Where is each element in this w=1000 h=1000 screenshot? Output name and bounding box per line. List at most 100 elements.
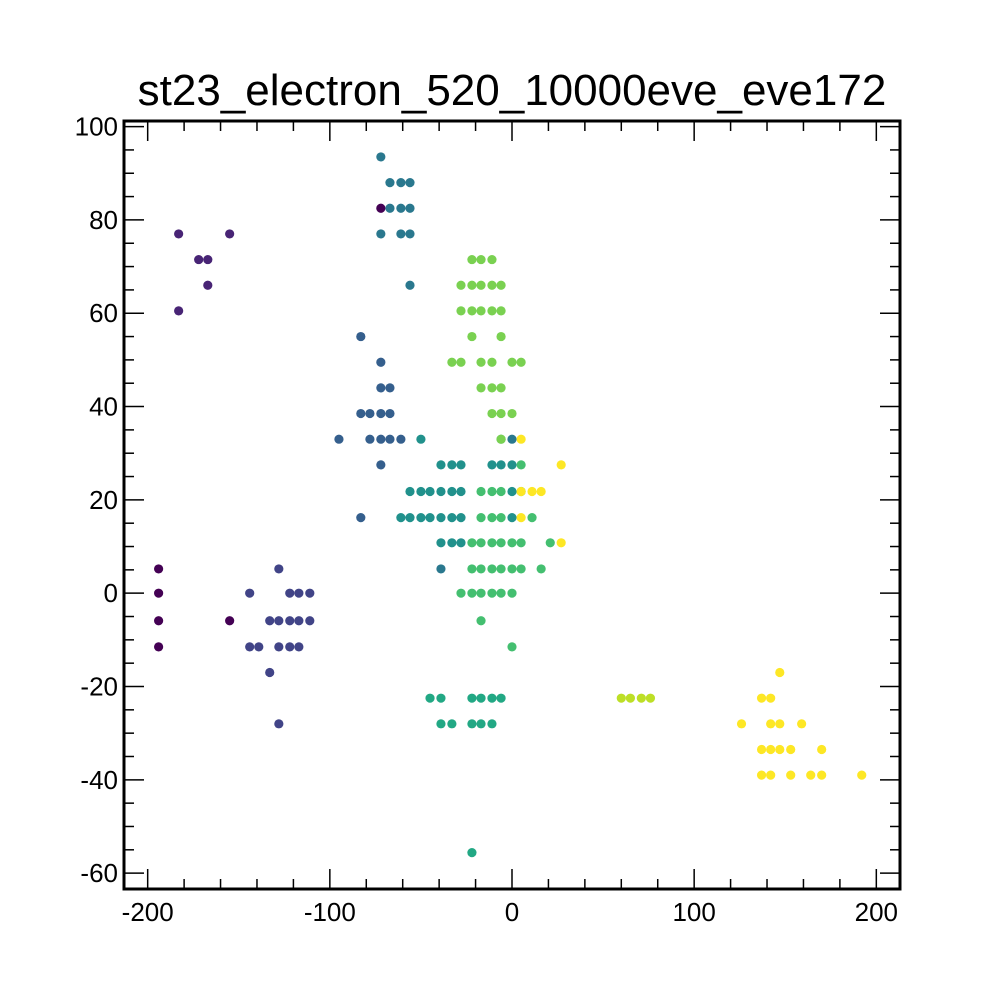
data-point bbox=[274, 642, 284, 652]
data-point bbox=[496, 512, 506, 523]
y-tick-label: -20 bbox=[80, 672, 118, 702]
data-point bbox=[476, 564, 486, 574]
data-point bbox=[467, 538, 477, 548]
data-point bbox=[274, 719, 284, 729]
axis-ticks bbox=[124, 121, 900, 889]
data-point bbox=[376, 203, 386, 213]
data-point bbox=[507, 357, 517, 367]
data-point bbox=[496, 538, 506, 548]
plot-frame bbox=[122, 119, 902, 891]
data-point bbox=[405, 203, 415, 213]
data-point bbox=[496, 564, 506, 574]
data-point bbox=[467, 693, 477, 703]
y-tick-label: 0 bbox=[104, 578, 118, 608]
data-point bbox=[467, 306, 477, 316]
data-point bbox=[507, 434, 517, 444]
data-points bbox=[154, 152, 867, 858]
data-point bbox=[436, 719, 446, 729]
data-point bbox=[376, 152, 386, 162]
data-point bbox=[174, 306, 184, 316]
data-point bbox=[487, 357, 497, 367]
data-point bbox=[376, 408, 386, 419]
data-point bbox=[756, 744, 767, 755]
data-point bbox=[254, 642, 264, 652]
data-point bbox=[405, 486, 415, 497]
data-point bbox=[356, 408, 366, 419]
data-point bbox=[487, 408, 497, 419]
data-point bbox=[436, 486, 446, 497]
data-point bbox=[786, 744, 796, 755]
data-point bbox=[645, 693, 656, 703]
data-point bbox=[817, 770, 827, 780]
data-point bbox=[376, 434, 386, 444]
data-point bbox=[476, 512, 486, 523]
y-tick-label: 40 bbox=[89, 392, 118, 422]
data-point bbox=[376, 229, 386, 239]
data-point bbox=[456, 486, 466, 497]
data-point bbox=[425, 512, 435, 523]
data-point bbox=[174, 229, 184, 239]
data-point bbox=[487, 280, 497, 290]
data-point bbox=[425, 486, 435, 497]
data-point bbox=[467, 719, 477, 729]
data-point bbox=[516, 460, 526, 470]
data-point bbox=[476, 693, 486, 703]
data-point bbox=[154, 642, 164, 652]
data-point bbox=[496, 434, 506, 444]
data-point bbox=[436, 564, 446, 574]
data-point bbox=[194, 254, 204, 265]
data-point bbox=[487, 588, 497, 598]
data-point bbox=[285, 642, 295, 652]
data-point bbox=[154, 616, 164, 626]
data-point bbox=[385, 408, 395, 419]
data-point bbox=[527, 512, 537, 523]
data-point bbox=[487, 512, 497, 523]
data-point bbox=[476, 280, 486, 290]
data-point bbox=[536, 564, 546, 574]
data-point bbox=[797, 719, 807, 729]
data-point bbox=[636, 693, 646, 703]
data-point bbox=[536, 486, 546, 497]
data-point bbox=[416, 434, 426, 444]
data-point bbox=[507, 408, 517, 419]
data-point bbox=[756, 770, 767, 780]
data-point bbox=[405, 177, 415, 188]
data-point bbox=[756, 693, 767, 703]
data-point bbox=[476, 254, 486, 265]
data-point bbox=[456, 588, 466, 598]
data-point bbox=[775, 667, 785, 678]
data-point bbox=[496, 460, 506, 470]
data-point bbox=[496, 408, 506, 419]
data-point bbox=[356, 331, 366, 342]
data-point bbox=[516, 564, 526, 574]
data-point bbox=[456, 280, 466, 290]
data-point bbox=[405, 280, 415, 290]
data-point bbox=[817, 744, 827, 755]
y-tick-label: 100 bbox=[75, 112, 118, 142]
data-point bbox=[476, 357, 486, 367]
data-point bbox=[274, 616, 284, 626]
data-point bbox=[203, 280, 213, 290]
data-point bbox=[775, 719, 785, 729]
data-point bbox=[154, 564, 164, 574]
data-point bbox=[447, 719, 457, 729]
data-point bbox=[467, 564, 477, 574]
data-point bbox=[265, 667, 275, 678]
data-point bbox=[625, 693, 636, 703]
data-point bbox=[467, 331, 477, 342]
x-tick-label: 200 bbox=[855, 897, 898, 927]
data-point bbox=[396, 177, 406, 188]
data-point bbox=[456, 512, 466, 523]
x-tick-label: 100 bbox=[672, 897, 715, 927]
data-point bbox=[356, 512, 366, 523]
data-point bbox=[507, 538, 517, 548]
data-point bbox=[436, 693, 446, 703]
data-point bbox=[516, 434, 526, 444]
data-point bbox=[245, 642, 255, 652]
data-point bbox=[476, 538, 486, 548]
data-point bbox=[294, 616, 304, 626]
data-point bbox=[766, 744, 776, 755]
y-tick-label: 20 bbox=[89, 485, 118, 515]
data-point bbox=[527, 486, 537, 497]
data-point bbox=[766, 693, 776, 703]
